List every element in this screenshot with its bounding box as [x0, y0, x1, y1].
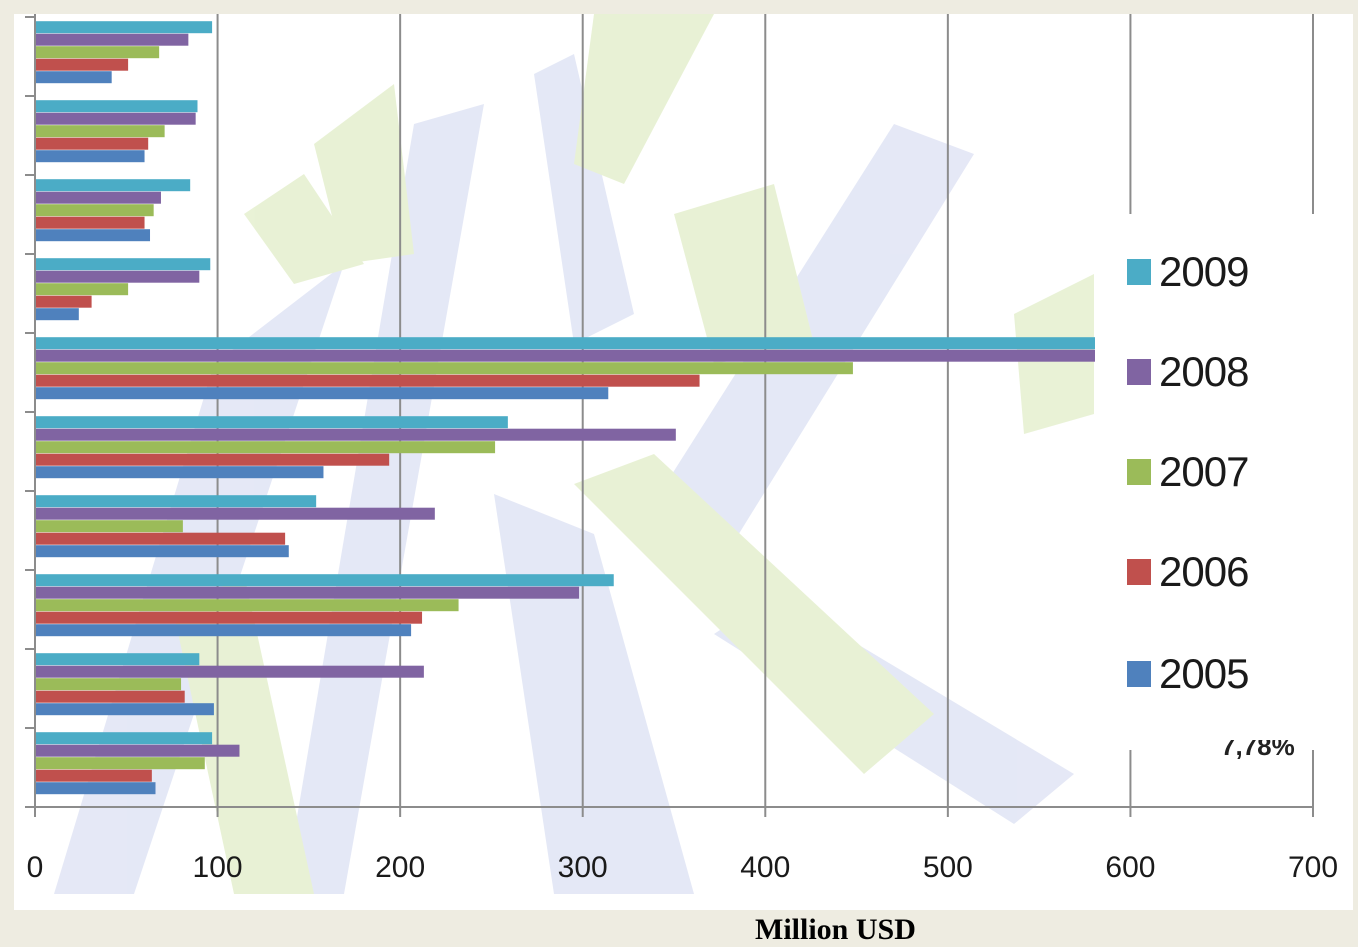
- legend-label: 2008: [1159, 348, 1249, 395]
- bar-2009-cat4: [35, 337, 1122, 350]
- bar-2007-cat8: [35, 678, 182, 691]
- legend-label: 2006: [1159, 548, 1249, 595]
- bar-2009-cat8: [35, 653, 200, 666]
- chart-area: 0 100 200 300 400 500 600 700 2009 2008 2007 20…: [14, 14, 1353, 910]
- legend-item-2008: 2008: [1127, 342, 1249, 402]
- bar-2009-cat1: [35, 100, 198, 113]
- bar-2007-cat3: [35, 283, 129, 296]
- legend-swatch-2009: [1127, 259, 1151, 285]
- bar-2009-cat5: [35, 416, 508, 429]
- legend-swatch-2005: [1127, 661, 1151, 687]
- bar-2006-cat5: [35, 453, 390, 466]
- bar-2006-cat8: [35, 690, 185, 703]
- bar-2009-cat9: [35, 732, 213, 745]
- bar-2006-cat9: [35, 769, 152, 782]
- bar-2007-cat2: [35, 204, 154, 217]
- bar-2005-cat0: [35, 71, 112, 84]
- bar-2008-cat5: [35, 428, 676, 441]
- x-tick-label: 400: [740, 851, 790, 884]
- legend-item-2009: 2009: [1127, 242, 1249, 302]
- bar-2007-cat1: [35, 125, 165, 138]
- bar-2008-cat3: [35, 270, 200, 283]
- bar-2009-cat7: [35, 574, 614, 587]
- bar-2009-cat6: [35, 495, 317, 508]
- legend-item-2005: 2005: [1127, 644, 1249, 704]
- bar-2007-cat9: [35, 757, 205, 770]
- legend-label: 2009: [1159, 248, 1249, 295]
- legend-swatch-2007: [1127, 459, 1151, 485]
- bar-2006-cat4: [35, 374, 700, 387]
- bar-2005-cat7: [35, 624, 412, 637]
- bar-2008-cat4: [35, 349, 1122, 362]
- x-tick-label: 100: [193, 851, 243, 884]
- bar-2008-cat6: [35, 507, 435, 520]
- bar-2006-cat6: [35, 532, 286, 545]
- x-tick-label: 200: [375, 851, 425, 884]
- bar-2008-cat0: [35, 33, 189, 46]
- x-tick-label: 600: [1105, 851, 1155, 884]
- bar-2005-cat1: [35, 150, 145, 163]
- bar-2007-cat6: [35, 520, 183, 533]
- bar-2005-cat9: [35, 782, 156, 795]
- bar-2006-cat2: [35, 216, 145, 229]
- x-tick-label: 300: [558, 851, 608, 884]
- bar-2005-cat6: [35, 545, 289, 558]
- bar-2005-cat2: [35, 229, 151, 242]
- bar-2008-cat7: [35, 586, 580, 599]
- bar-2005-cat8: [35, 703, 214, 716]
- bar-2008-cat9: [35, 744, 240, 757]
- legend-item-2007: 2007: [1127, 442, 1249, 502]
- bar-2005-cat3: [35, 308, 79, 321]
- bar-2009-cat2: [35, 179, 191, 192]
- legend-item-2006: 2006: [1127, 542, 1249, 602]
- x-tick-label: 500: [923, 851, 973, 884]
- legend-swatch-2006: [1127, 559, 1151, 585]
- bar-2008-cat2: [35, 191, 161, 204]
- x-tick-label: 700: [1288, 851, 1338, 884]
- bar-2006-cat0: [35, 58, 129, 71]
- legend-label: 2005: [1159, 650, 1249, 697]
- x-tick-label: 0: [27, 851, 44, 884]
- x-axis-title: Million USD: [755, 913, 916, 946]
- bar-2009-cat3: [35, 258, 211, 271]
- annotation-percent: 7,78%: [1221, 740, 1295, 761]
- bar-2007-cat0: [35, 46, 160, 59]
- chart-canvas: 0 100 200 300 400 500 600 700: [25, 14, 1338, 894]
- bar-2007-cat4: [35, 362, 853, 375]
- bar-2008-cat8: [35, 665, 424, 678]
- bar-2006-cat3: [35, 295, 92, 308]
- bar-2007-cat7: [35, 599, 459, 612]
- bar-2009-cat0: [35, 21, 213, 34]
- legend-label: 2007: [1159, 448, 1249, 495]
- bar-2006-cat7: [35, 611, 423, 624]
- bar-2007-cat5: [35, 441, 496, 454]
- legend: 2009 2008 2007 2006 2005: [1095, 214, 1353, 750]
- legend-swatch-2008: [1127, 359, 1151, 385]
- bar-2005-cat5: [35, 466, 324, 479]
- bar-2008-cat1: [35, 112, 196, 125]
- bar-2005-cat4: [35, 387, 609, 400]
- bar-2006-cat1: [35, 137, 149, 150]
